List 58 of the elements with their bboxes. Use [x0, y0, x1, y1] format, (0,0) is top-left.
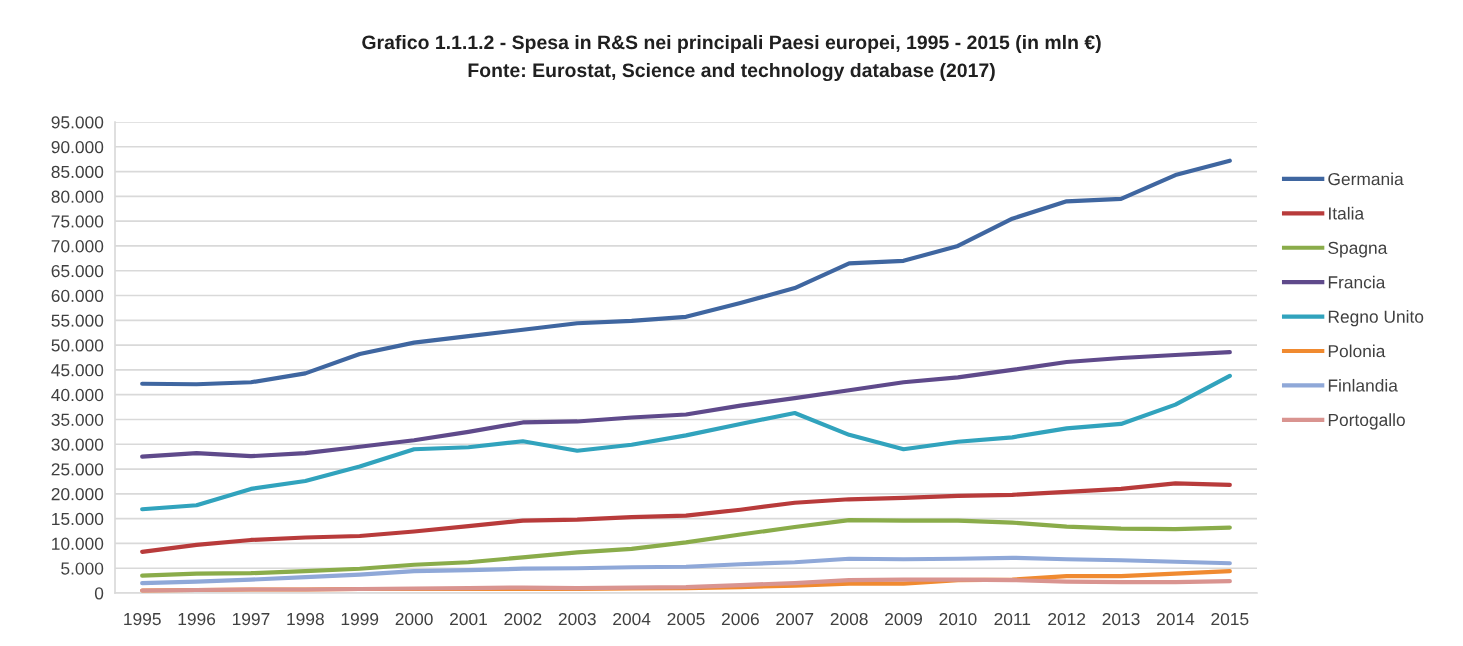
line-series	[140, 555, 1232, 586]
line-series	[140, 518, 1232, 578]
y-tick-label: 85.000	[51, 165, 104, 179]
x-tick-label: 2014	[1156, 612, 1195, 626]
line-series	[140, 349, 1232, 459]
y-tick-label: 5.000	[61, 562, 104, 575]
y-tick-label: 90.000	[51, 140, 104, 154]
line-series	[140, 373, 1232, 512]
x-tick-label: 2015	[1211, 612, 1249, 626]
y-tick-label: 35.000	[51, 413, 104, 426]
legend-label: Spagna	[1328, 241, 1388, 258]
legend-label: Italia	[1329, 206, 1365, 220]
y-tick-label: 70.000	[51, 240, 104, 253]
legend-label: Germania	[1328, 172, 1404, 186]
y-tick-label: 20.000	[51, 488, 104, 501]
legend-label: Finlandia	[1328, 378, 1398, 392]
legend-label: Portogallo	[1328, 413, 1405, 430]
legend-label: Regno Unito	[1328, 310, 1424, 327]
x-tick-label: 2005	[667, 612, 705, 626]
line-series	[140, 158, 1232, 387]
y-tick-label: 80.000	[51, 190, 104, 203]
legend-label: Polonia	[1328, 344, 1386, 358]
y-tick-label: 15.000	[52, 512, 104, 526]
line-series	[140, 481, 1232, 554]
y-tick-label: 50.000	[51, 339, 104, 352]
x-tick-label: 2012	[1048, 612, 1086, 626]
x-tick-label: 2003	[558, 612, 596, 626]
x-tick-label: 1999	[341, 612, 379, 626]
source-note: Fonte: Eurostat, Science and technology database (2017)	[468, 62, 995, 82]
x-tick-label: 2000	[395, 612, 433, 626]
y-tick-label: 75.000	[51, 215, 104, 228]
x-tick-label: 2006	[721, 612, 759, 626]
x-tick-label: 2007	[776, 612, 814, 626]
y-tick-label: 95.000	[51, 116, 104, 129]
y-tick-label: 0	[94, 587, 104, 600]
x-tick-label: 2004	[613, 612, 651, 626]
x-tick-label: 2001	[450, 612, 487, 626]
x-tick-label: 1996	[178, 612, 216, 626]
line-series	[140, 577, 1232, 593]
x-tick-label: 2002	[504, 612, 542, 626]
y-tick-label: 10.000	[52, 537, 104, 550]
x-tick-label: 2010	[939, 612, 977, 626]
y-tick-label: 55.000	[51, 314, 104, 327]
x-tick-label: 2008	[830, 612, 868, 626]
y-tick-label: 40.000	[51, 388, 104, 402]
x-tick-label: 1995	[124, 612, 161, 626]
x-tick-label: 2011	[994, 612, 1031, 626]
x-tick-label: 2013	[1102, 612, 1140, 626]
x-tick-label: 1997	[232, 612, 270, 626]
chart-title: Grafico 1.1.1.2 - Spesa in R&S nei principali Paesi europei, 1995 - 2015 (in mln €)	[362, 34, 1101, 54]
y-tick-label: 65.000	[51, 264, 104, 278]
x-tick-label: 2009	[885, 612, 923, 626]
y-tick-label: 25.000	[51, 463, 104, 476]
y-tick-label: 30.000	[51, 438, 104, 451]
y-tick-label: 60.000	[51, 289, 104, 302]
x-tick-label: 1998	[287, 612, 324, 626]
y-tick-label: 45.000	[51, 364, 104, 377]
legend-label: Francia	[1328, 275, 1386, 289]
